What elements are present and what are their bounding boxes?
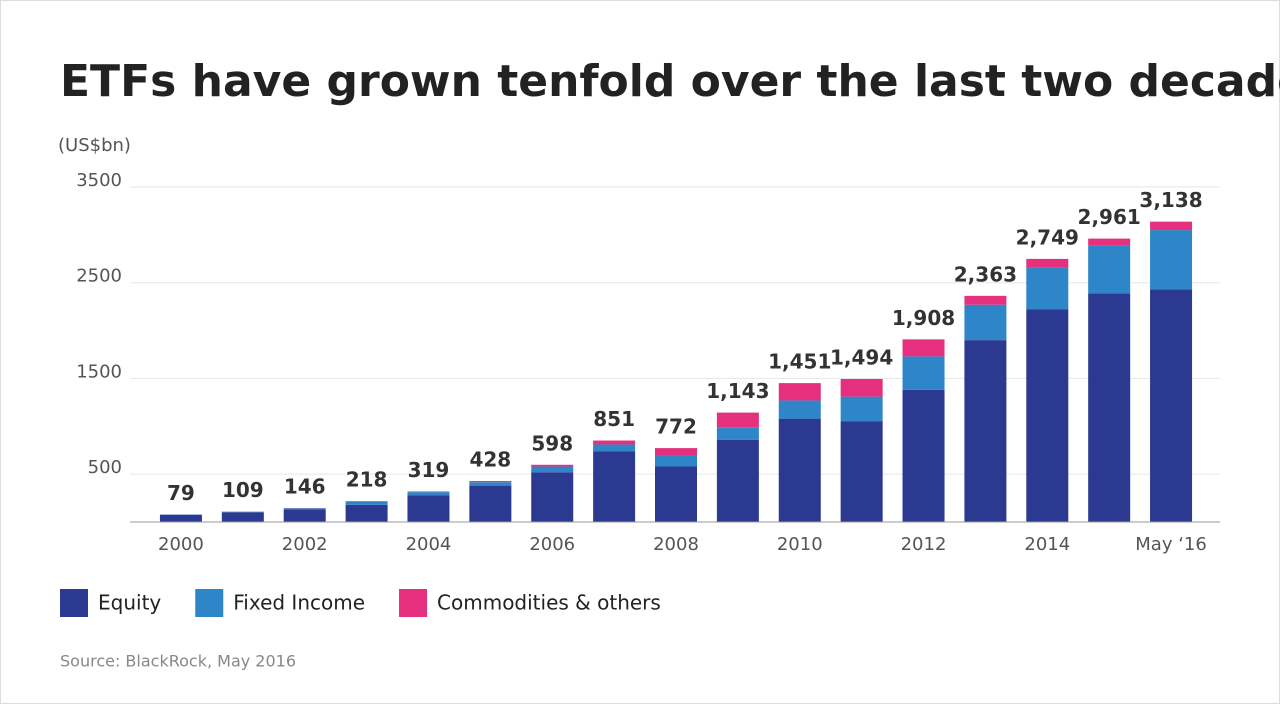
x-tick-label: 2012 (901, 534, 947, 555)
bar-segment (593, 440, 636, 445)
bar-segment (345, 504, 388, 522)
bar-segment (1088, 293, 1131, 522)
bar-segment (469, 481, 512, 483)
legend-label: Fixed Income (233, 591, 365, 615)
total-label: 1,143 (706, 379, 769, 403)
x-tick-label: 2004 (406, 534, 452, 555)
bar-segment (840, 396, 883, 422)
total-label: 2,749 (1016, 225, 1079, 249)
bar-segment (531, 464, 574, 467)
bar-segment (345, 501, 388, 505)
bar-segment (655, 466, 697, 522)
legend-swatch (195, 589, 224, 617)
total-label: 1,908 (892, 306, 955, 330)
bar-segment (1088, 238, 1131, 246)
bar-segment (778, 383, 821, 401)
x-tick-label: 2002 (282, 534, 328, 555)
total-label: 2,961 (1078, 205, 1141, 229)
bar-segment (283, 509, 326, 522)
source-note: Source: BlackRock, May 2016 (60, 652, 296, 671)
bar-segment (531, 466, 574, 473)
bar-segment (964, 304, 1007, 341)
bar-segment (840, 421, 883, 522)
x-tick-label: 2014 (1024, 534, 1070, 555)
total-label: 1,494 (830, 346, 893, 370)
x-tick-label: 2008 (653, 534, 699, 555)
bar-segment (1026, 258, 1069, 268)
legend-label: Equity (98, 591, 161, 615)
bar-segment (531, 472, 574, 522)
total-label: 319 (408, 458, 450, 482)
bar-segment (469, 482, 512, 486)
bar-segment (716, 427, 759, 440)
bar-segment (221, 512, 264, 522)
total-label: 2,363 (954, 262, 1017, 286)
bar-segment (716, 412, 759, 428)
total-label: 146 (284, 475, 326, 499)
x-tick-label: 2006 (529, 534, 575, 555)
bar-segment (407, 491, 450, 493)
total-label: 79 (167, 481, 195, 505)
total-label: 3,138 (1139, 188, 1202, 212)
bar-segment (655, 455, 697, 467)
total-label: 428 (469, 448, 511, 472)
legend-swatch (60, 589, 88, 617)
bar-segment (1150, 221, 1193, 231)
bar-segment (407, 495, 450, 522)
total-label: 851 (593, 407, 635, 431)
x-tick-label: 2010 (777, 534, 823, 555)
bar-segment (283, 508, 326, 510)
chart-title: ETFs have grown tenfold over the last tw… (60, 56, 1280, 107)
bar-segment (964, 295, 1007, 305)
bar-segment (469, 485, 512, 522)
y-tick-label: 1500 (76, 361, 122, 382)
bar-segment (778, 418, 821, 522)
bar-segment (902, 389, 945, 522)
total-label: 598 (531, 431, 573, 455)
bar-segment (1026, 309, 1069, 522)
total-label: 218 (346, 468, 388, 492)
bar-segment (1150, 289, 1193, 522)
bar-segment (159, 514, 202, 522)
bar-segment (716, 439, 759, 522)
bar-segment (902, 339, 945, 357)
y-tick-label: 3500 (76, 170, 122, 191)
y-axis-label: (US$bn) (58, 135, 131, 156)
bar-segment (1026, 267, 1069, 310)
total-label: 109 (222, 478, 264, 502)
x-tick-label: 2000 (158, 534, 204, 555)
bar-segment (407, 492, 450, 496)
bar-segment (902, 356, 945, 390)
bar-segment (1150, 230, 1193, 290)
bar-segment (593, 451, 636, 522)
total-label: 1,451 (768, 350, 831, 374)
y-tick-label: 500 (88, 457, 122, 478)
y-tick-label: 2500 (76, 266, 122, 287)
legend-label: Commodities & others (437, 591, 661, 615)
bar-segment (593, 444, 636, 452)
bar-segment (778, 400, 821, 419)
x-tick-label: May ‘16 (1135, 534, 1207, 555)
bar-segment (1088, 245, 1131, 294)
bar-segment (840, 379, 883, 397)
bar-segment (655, 448, 697, 456)
total-label: 772 (655, 415, 697, 439)
legend-swatch (399, 589, 428, 617)
bar-segment (964, 340, 1007, 522)
